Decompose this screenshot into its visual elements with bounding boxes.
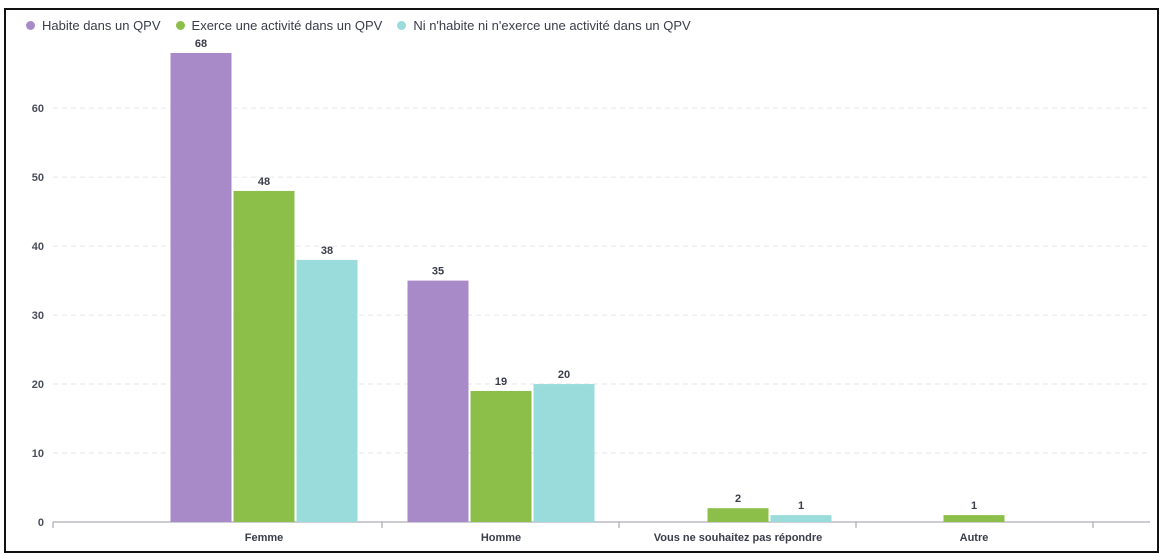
legend-label-exerce: Exerce une activité dans un QPV [191,17,383,33]
data-label: 38 [321,245,333,257]
bar-habite [407,280,469,522]
legend-item-ni[interactable]: Ni n'habite ni n'exerce une activité dan… [397,17,691,33]
data-label: 1 [971,500,977,512]
data-label: 35 [432,266,444,278]
bar-exerce [707,508,769,522]
data-label: 1 [798,500,804,512]
legend-dot-habite [26,20,35,30]
legend-label-habite: Habite dans un QPV [42,17,161,33]
x-tick-label: Femme [245,532,284,544]
y-tick-label: 0 [38,517,44,529]
bar-habite [170,53,232,522]
bar-ni [296,259,358,522]
data-label: 20 [558,369,570,381]
legend-dot-ni [397,20,407,30]
bar-ni [770,515,832,522]
legend-item-habite[interactable]: Habite dans un QPV [26,18,161,33]
data-label: 2 [735,493,741,505]
data-label: 68 [195,38,207,50]
x-tick-label: Autre [960,532,989,544]
y-tick-label: 40 [32,241,44,253]
legend-dot-exerce [175,20,185,30]
data-label: 19 [495,376,507,388]
y-tick-label: 20 [32,379,44,391]
bar-exerce [470,390,532,522]
legend-label-ni: Ni n'habite ni n'exerce une activité dan… [413,17,691,33]
data-label: 48 [258,176,270,188]
legend-item-exerce[interactable]: Exerce une activité dans un QPV [175,17,383,33]
x-tick-label: Vous ne souhaitez pas répondre [654,532,823,544]
y-tick-label: 30 [32,310,44,322]
bar-exerce [943,515,1005,522]
y-tick-label: 60 [32,103,44,115]
x-tick-label: Homme [481,532,521,544]
bar-ni [533,384,595,522]
bar-exerce [233,190,295,523]
y-tick-label: 10 [32,448,44,460]
y-tick-label: 50 [32,172,44,184]
chart-legend: Habite dans un QPV Exerce une activité d… [26,15,706,35]
